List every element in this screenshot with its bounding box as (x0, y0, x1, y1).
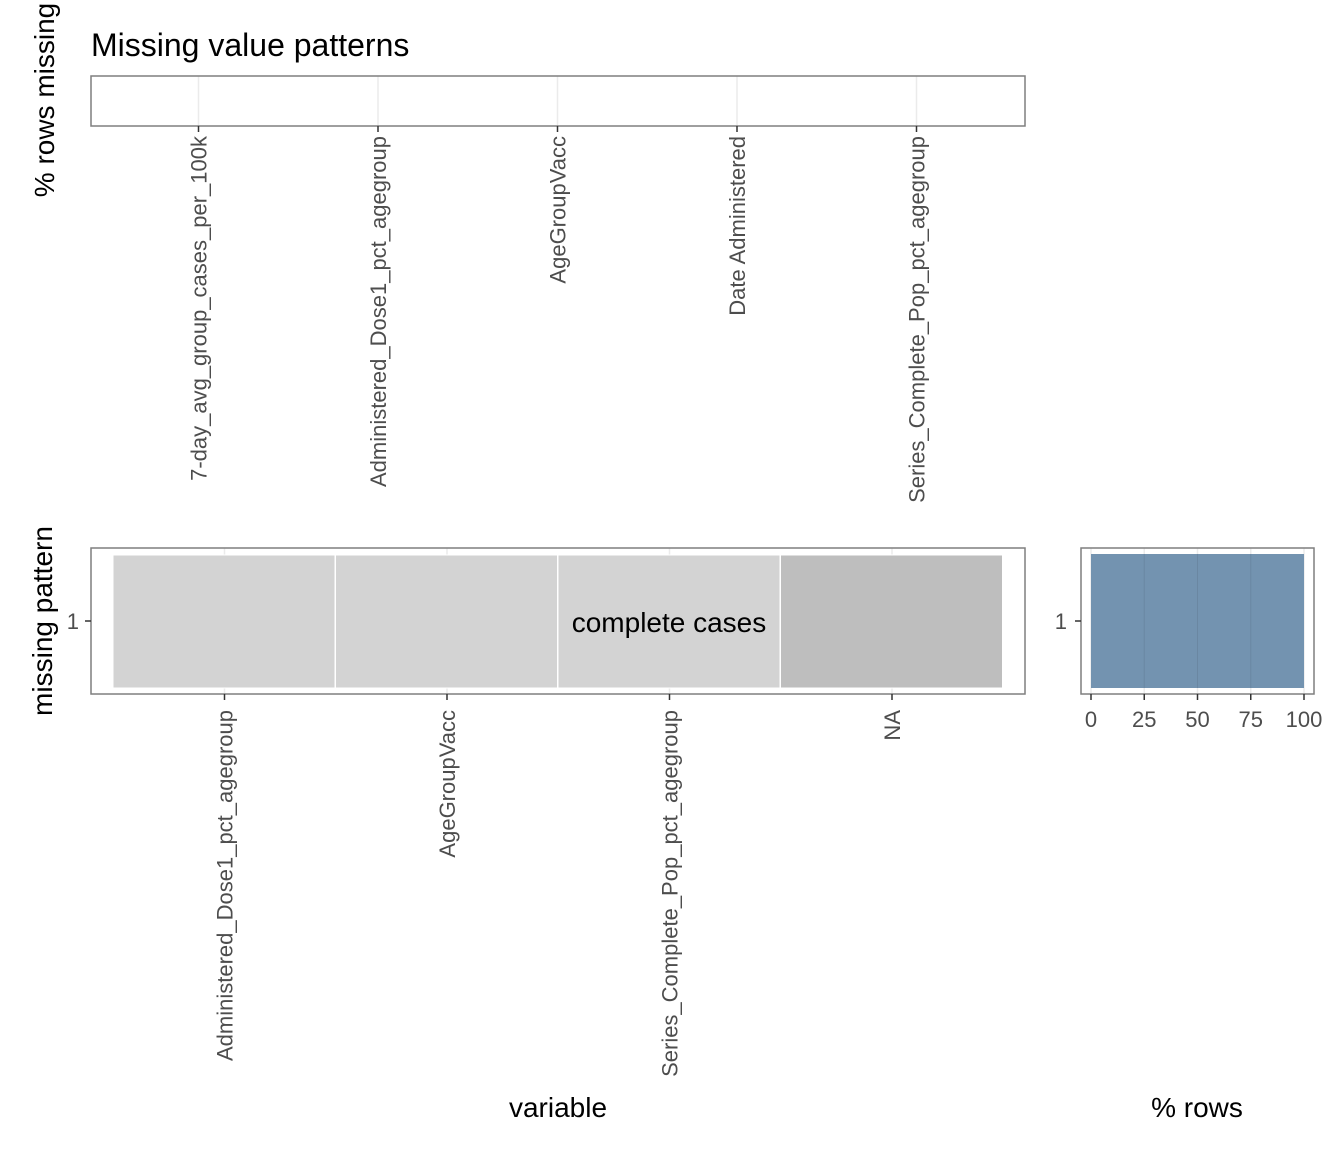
heatmap-cell (335, 554, 558, 689)
chart-title: Missing value patterns (91, 27, 409, 63)
top-tick-label: Administered_Dose1_pct_agegroup (366, 136, 391, 487)
main-tick-label: NA (880, 710, 905, 741)
top-panel: Missing value patterns % rows missing 7-… (29, 3, 1026, 503)
main-x-axis-title: variable (509, 1092, 607, 1123)
right-y-axis-ticks: 1 (1055, 609, 1081, 634)
top-y-axis-title: % rows missing (29, 3, 60, 197)
main-tick-label: Administered_Dose1_pct_agegroup (213, 710, 238, 1061)
right-y-tick-label: 1 (1055, 609, 1067, 634)
main-tick-label: Series_Complete_Pop_pct_agegroup (658, 710, 683, 1077)
main-x-axis-ticks: Administered_Dose1_pct_agegroup AgeGroupV… (213, 694, 905, 1077)
right-tick-label: 75 (1239, 707, 1263, 732)
heatmap-cell (112, 554, 336, 689)
right-bars (1091, 554, 1304, 688)
top-tick-label: 7-day_avg_group_cases_per_100k (187, 135, 212, 481)
main-y-axis-title: missing pattern (27, 526, 58, 716)
main-tick-label: AgeGroupVacc (435, 710, 460, 858)
top-tick-label: AgeGroupVacc (546, 136, 571, 284)
top-tick-label: Series_Complete_Pop_pct_agegroup (905, 136, 930, 503)
top-tick-label: Date Administered (725, 136, 750, 316)
right-x-axis-ticks: 0 25 50 75 100 (1085, 694, 1322, 732)
right-x-axis-title: % rows (1151, 1092, 1243, 1123)
right-tick-label: 50 (1185, 707, 1209, 732)
top-gridlines (197, 76, 918, 126)
main-y-tick-label: 1 (67, 609, 79, 634)
main-y-axis-ticks: 1 (67, 609, 91, 634)
right-tick-label: 0 (1085, 707, 1097, 732)
top-x-axis-ticks: 7-day_avg_group_cases_per_100k Administer… (187, 126, 930, 503)
main-panel: missing pattern complete cases 1 Adminis… (27, 526, 1026, 1123)
right-tick-label: 25 (1132, 707, 1156, 732)
heatmap-cells (112, 554, 1003, 689)
heatmap-cell (780, 554, 1003, 689)
right-panel: 1 0 25 50 75 100 % rows (1055, 547, 1322, 1123)
complete-cases-label: complete cases (572, 607, 767, 638)
heatmap-cell (557, 554, 781, 689)
right-tick-label: 100 (1286, 707, 1323, 732)
